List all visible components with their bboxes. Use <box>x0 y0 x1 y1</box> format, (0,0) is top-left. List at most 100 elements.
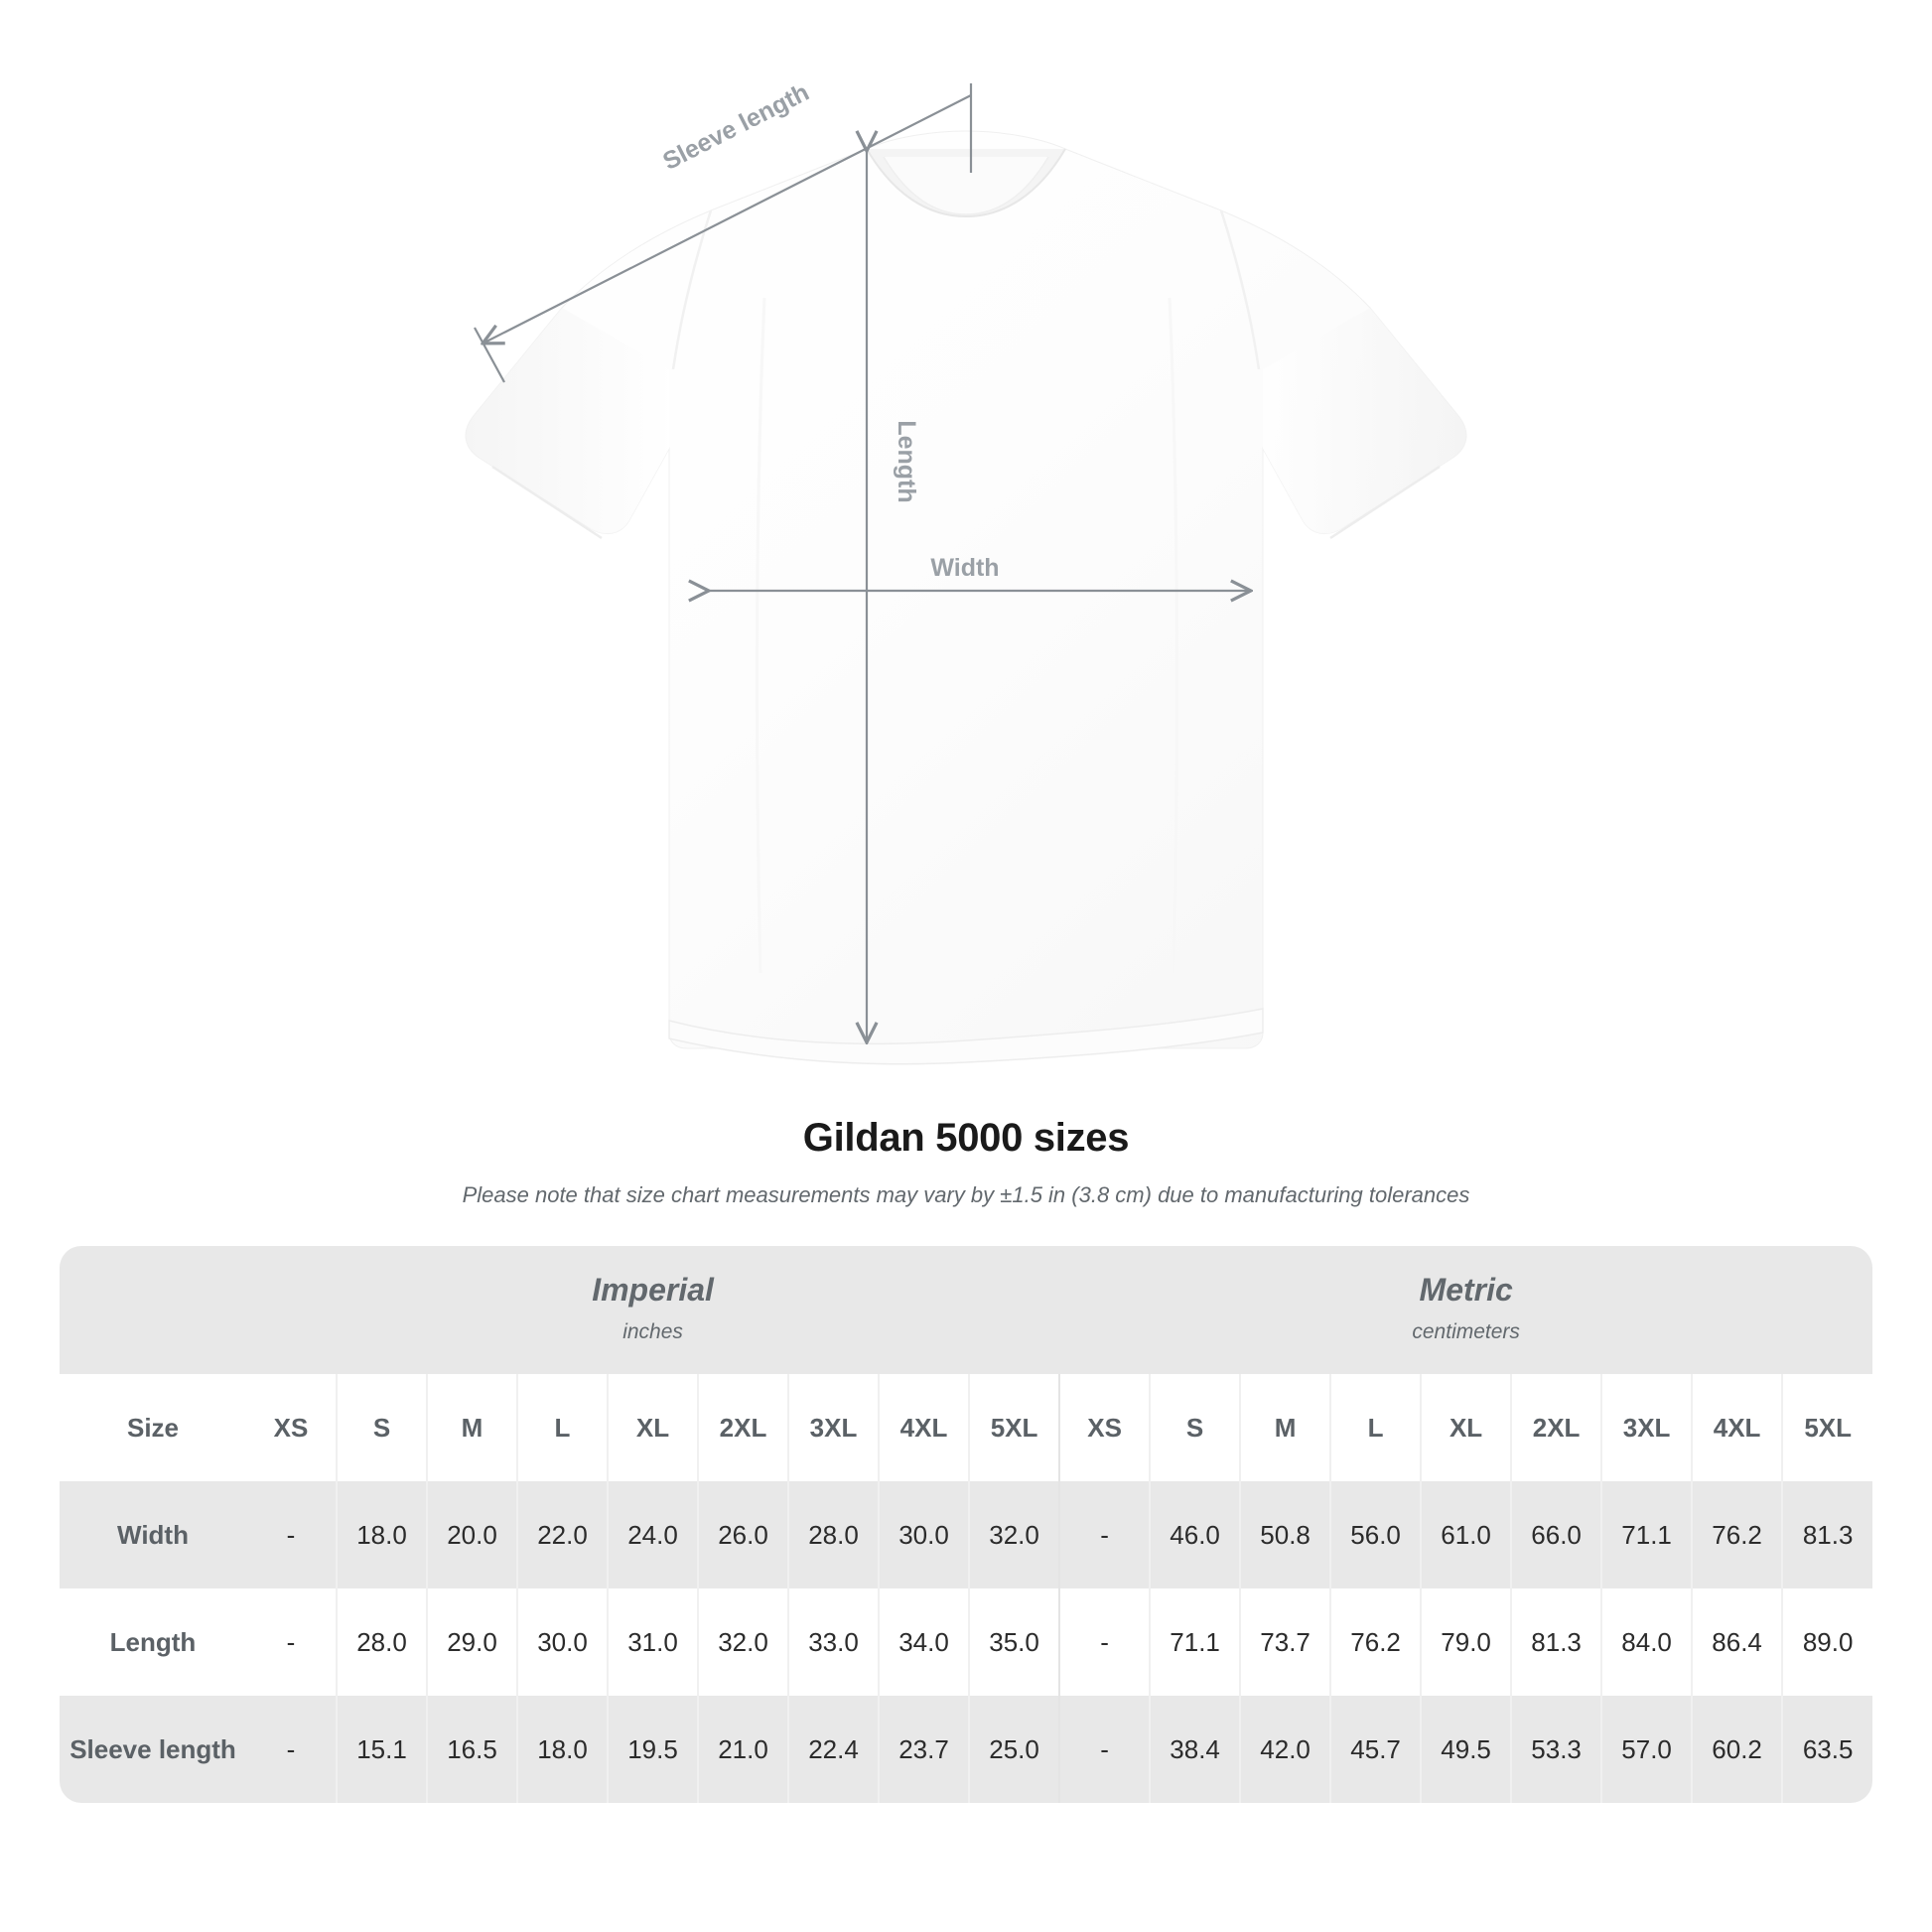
size-header-2xl-imperial: 2XL <box>697 1374 788 1481</box>
cell-sleeve-length-s-metric: 38.4 <box>1149 1696 1241 1803</box>
size-header-xl-metric: XL <box>1420 1374 1512 1481</box>
cell-width-2xl-metric: 66.0 <box>1510 1481 1602 1588</box>
size-header-4xl-metric: 4XL <box>1691 1374 1783 1481</box>
size-header-s-metric: S <box>1149 1374 1241 1481</box>
left-sleeve-hem <box>491 465 603 540</box>
size-header-5xl-imperial: 5XL <box>967 1374 1060 1481</box>
cell-sleeve-length-2xl-metric: 53.3 <box>1510 1696 1602 1803</box>
size-header-2xl-metric: 2XL <box>1510 1374 1602 1481</box>
cell-length-s-imperial: 28.0 <box>336 1588 427 1696</box>
cell-width-xs-metric: - <box>1058 1481 1151 1588</box>
cell-width-4xl-metric: 76.2 <box>1691 1481 1783 1588</box>
page-subtitle: Please note that size chart measurements… <box>462 1182 1470 1207</box>
size-header-5xl-metric: 5XL <box>1781 1374 1872 1481</box>
cell-sleeve-length-3xl-imperial: 22.4 <box>787 1696 879 1803</box>
cell-sleeve-length-5xl-metric: 63.5 <box>1781 1696 1872 1803</box>
cell-length-3xl-metric: 84.0 <box>1600 1588 1693 1696</box>
row-label-sleeve-length: Sleeve length <box>60 1696 246 1803</box>
cell-width-4xl-imperial: 30.0 <box>878 1481 969 1588</box>
cell-length-s-metric: 71.1 <box>1149 1588 1241 1696</box>
size-column-header: Size <box>60 1374 246 1481</box>
cell-length-l-metric: 76.2 <box>1329 1588 1422 1696</box>
unit-group-subtitle: inches <box>622 1320 683 1343</box>
length-label: Length <box>893 420 920 502</box>
measurement-annotations <box>474 83 1249 1040</box>
cell-length-3xl-imperial: 33.0 <box>787 1588 879 1696</box>
cell-length-xl-metric: 79.0 <box>1420 1588 1512 1696</box>
row-label-length: Length <box>60 1588 246 1696</box>
cell-length-5xl-imperial: 35.0 <box>967 1588 1060 1696</box>
right-sleeve-shade <box>1263 308 1466 534</box>
size-header-l-metric: L <box>1329 1374 1422 1481</box>
cell-width-m-metric: 50.8 <box>1239 1481 1331 1588</box>
cell-width-l-metric: 56.0 <box>1329 1481 1422 1588</box>
title-block: Gildan 5000 sizes Please note that size … <box>0 1116 1932 1208</box>
width-label: Width <box>930 554 999 582</box>
cell-length-5xl-metric: 89.0 <box>1781 1588 1872 1696</box>
size-chart-table-wrapper: Imperial inches Metric centimeters Size XS S M L… <box>60 1246 1872 1803</box>
cell-width-s-metric: 46.0 <box>1149 1481 1241 1588</box>
cell-width-l-imperial: 22.0 <box>516 1481 608 1588</box>
cell-sleeve-length-3xl-metric: 57.0 <box>1600 1696 1693 1803</box>
cell-width-xl-imperial: 24.0 <box>607 1481 698 1588</box>
collar-inner <box>883 156 1049 215</box>
cell-width-xs-imperial: - <box>246 1481 337 1588</box>
cell-sleeve-length-4xl-metric: 60.2 <box>1691 1696 1783 1803</box>
left-shoulder-seam <box>671 209 713 370</box>
cell-length-2xl-imperial: 32.0 <box>697 1588 788 1696</box>
size-header-l-imperial: L <box>516 1374 608 1481</box>
unit-group-subtitle: centimeters <box>1412 1320 1520 1343</box>
cell-sleeve-length-xs-imperial: - <box>246 1696 337 1803</box>
cell-sleeve-length-xl-metric: 49.5 <box>1420 1696 1512 1803</box>
cell-width-s-imperial: 18.0 <box>336 1481 427 1588</box>
cell-length-2xl-metric: 81.3 <box>1510 1588 1602 1696</box>
size-header-xs-metric: XS <box>1058 1374 1151 1481</box>
table-row: Length -28.0 29.0 30.0 31.0 32.0 33.0 34.0 35.0-… <box>60 1588 1872 1696</box>
cell-sleeve-length-m-imperial: 16.5 <box>426 1696 517 1803</box>
size-header-3xl-metric: 3XL <box>1600 1374 1693 1481</box>
cell-sleeve-length-m-metric: 42.0 <box>1239 1696 1331 1803</box>
size-header-xl-imperial: XL <box>607 1374 698 1481</box>
size-header-s-imperial: S <box>336 1374 427 1481</box>
tshirt-illustration <box>465 130 1467 1065</box>
table-row: Width -18.0 20.0 22.0 24.0 26.0 28.0 30.0 32.0-4… <box>60 1481 1872 1588</box>
cell-sleeve-length-l-metric: 45.7 <box>1329 1696 1422 1803</box>
size-header-4xl-imperial: 4XL <box>878 1374 969 1481</box>
unit-group-name: Imperial <box>592 1272 714 1308</box>
cell-length-l-imperial: 30.0 <box>516 1588 608 1696</box>
cell-length-xs-metric: - <box>1058 1588 1151 1696</box>
unit-header-row: Imperial inches Metric centimeters <box>60 1246 1872 1374</box>
unit-header-spacer <box>60 1246 246 1374</box>
size-header-xs-imperial: XS <box>246 1374 337 1481</box>
cell-length-4xl-metric: 86.4 <box>1691 1588 1783 1696</box>
cell-sleeve-length-2xl-imperial: 21.0 <box>697 1696 788 1803</box>
cell-width-m-imperial: 20.0 <box>426 1481 517 1588</box>
cell-length-xl-imperial: 31.0 <box>607 1588 698 1696</box>
cell-width-5xl-imperial: 32.0 <box>967 1481 1060 1588</box>
cell-width-3xl-metric: 71.1 <box>1600 1481 1693 1588</box>
cell-sleeve-length-xs-metric: - <box>1058 1696 1151 1803</box>
cell-sleeve-length-s-imperial: 15.1 <box>336 1696 427 1803</box>
cell-length-xs-imperial: - <box>246 1588 337 1696</box>
cell-length-m-metric: 73.7 <box>1239 1588 1331 1696</box>
tshirt-diagram: Sleeve length Length Width <box>465 78 1467 1065</box>
size-header-m-imperial: M <box>426 1374 517 1481</box>
size-header-3xl-imperial: 3XL <box>787 1374 879 1481</box>
cell-sleeve-length-4xl-imperial: 23.7 <box>878 1696 969 1803</box>
cell-width-2xl-imperial: 26.0 <box>697 1481 788 1588</box>
cell-sleeve-length-xl-imperial: 19.5 <box>607 1696 698 1803</box>
unit-group-metric: Metric centimeters <box>1059 1246 1872 1374</box>
size-chart-table: Imperial inches Metric centimeters Size XS S M L… <box>60 1246 1872 1803</box>
unit-group-imperial: Imperial inches <box>246 1246 1060 1374</box>
cell-width-5xl-metric: 81.3 <box>1781 1481 1872 1588</box>
unit-group-name: Metric <box>1419 1272 1513 1308</box>
size-header-row: Size XS S M L XL 2XL 3XL 4XL 5XL XS S M L XL 2XL 3XL 4XL 5… <box>60 1374 1872 1481</box>
right-shoulder-seam <box>1219 209 1261 370</box>
left-sleeve-shade <box>466 308 669 534</box>
cell-length-m-imperial: 29.0 <box>426 1588 517 1696</box>
page-title: Gildan 5000 sizes <box>802 1116 1130 1160</box>
sleeve-length-tick-bottom <box>474 327 505 383</box>
right-sleeve-hem <box>1329 465 1441 540</box>
table-row: Sleeve length -15.1 16.5 18.0 19.5 21.0 22.4 23… <box>60 1696 1872 1803</box>
size-header-m-metric: M <box>1239 1374 1331 1481</box>
